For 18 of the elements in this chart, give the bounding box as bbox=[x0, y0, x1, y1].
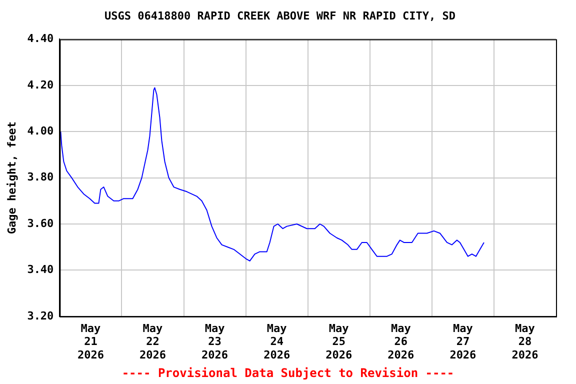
y-tick-label: 3.80 bbox=[27, 170, 54, 184]
y-tick-label: 3.60 bbox=[27, 216, 54, 230]
x-tick-label: May 24 2026 bbox=[264, 322, 290, 362]
y-tick-label: 4.20 bbox=[27, 78, 54, 92]
x-tick-label: May 26 2026 bbox=[388, 322, 415, 362]
chart-title: USGS 06418800 RAPID CREEK ABOVE WRF NR RAPID CITY, SD bbox=[104, 9, 456, 22]
y-tick-label: 3.20 bbox=[27, 309, 54, 322]
text: ---- Provisional Data Subject to Revision ---- bbox=[120, 366, 456, 380]
x-tick-label: May 27 2026 bbox=[450, 322, 477, 362]
x-tick-label: May 21 2026 bbox=[77, 322, 104, 362]
y-tick-label: 3.40 bbox=[27, 263, 54, 276]
x-tick-label: May 22 2026 bbox=[140, 322, 166, 362]
x-tick-label: May 23 2026 bbox=[202, 322, 228, 362]
x-tick-label: May 28 2026 bbox=[512, 322, 539, 362]
y-tick-label: 4.00 bbox=[27, 124, 54, 138]
x-tick-label: May 25 2026 bbox=[326, 322, 352, 362]
y-tick-label: 4.40 bbox=[27, 32, 54, 46]
y-axis-title: Gage height, feet bbox=[5, 122, 18, 234]
